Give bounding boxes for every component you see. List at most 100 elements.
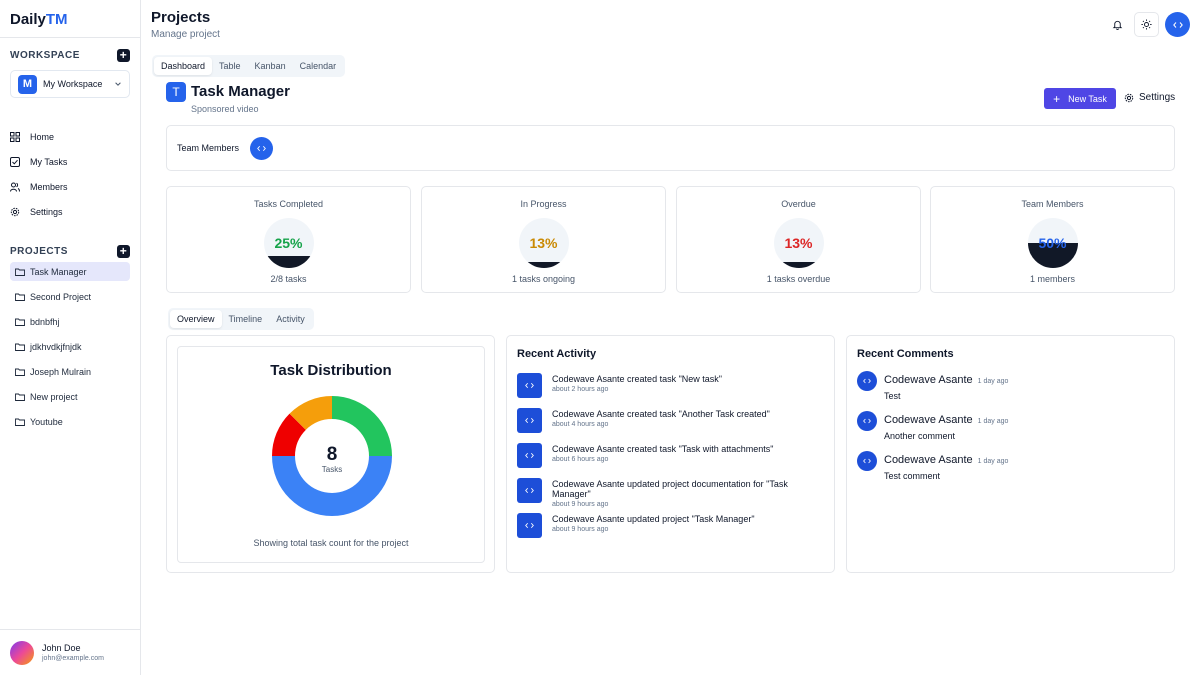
users-icon (10, 182, 20, 192)
stat-gauge: 13% (518, 218, 569, 268)
stat-title: In Progress (520, 199, 567, 209)
theme-toggle-button[interactable] (1134, 12, 1159, 37)
list-item[interactable]: Codewave Asante created task "New task" a… (517, 373, 824, 408)
stat-gauge-fill (773, 261, 824, 268)
workspace-heading: WORKSPACE (10, 50, 80, 61)
sun-icon (1141, 19, 1152, 30)
code-icon (525, 452, 534, 459)
code-icon (863, 458, 871, 464)
tab-overview[interactable]: Overview (170, 310, 222, 328)
sidebar-item-my-tasks[interactable]: My Tasks (0, 149, 140, 174)
avatar (517, 513, 542, 538)
tab-dashboard[interactable]: Dashboard (154, 57, 213, 75)
new-task-label: New Task (1068, 93, 1107, 104)
project-label: bdnbfhj (30, 316, 60, 327)
avatar (10, 640, 34, 665)
project-label: Youtube (30, 416, 63, 427)
comment-body: Test comment (884, 471, 941, 481)
sidebar-item-settings[interactable]: Settings (0, 199, 140, 224)
donut-slice-overdue (272, 413, 306, 456)
stat-card-completed: Tasks Completed 25% 2/8 tasks (166, 186, 411, 293)
project-label: New project (30, 391, 78, 402)
recent-activity-panel: Recent Activity Codewave Asante created … (506, 335, 835, 573)
page-subtitle: Manage project (151, 29, 220, 40)
list-item[interactable]: Codewave Asante created task "Task with … (517, 443, 824, 478)
tab-calendar[interactable]: Calendar (299, 61, 337, 71)
sidebar-project-item[interactable]: Task Manager (10, 262, 130, 281)
sidebar-project-item[interactable]: bdnbfhj (10, 312, 130, 331)
new-task-button[interactable]: + New Task (1044, 88, 1116, 109)
code-icon (525, 417, 534, 424)
recent-comments-title: Recent Comments (857, 348, 954, 360)
comment-list: Codewave Asante 1 day ago Test Codewave Asa… (847, 371, 1174, 491)
activity-time: about 6 hours ago (552, 456, 609, 463)
folder-icon (15, 268, 25, 276)
stat-gauge: 13% (773, 218, 824, 268)
sidebar-item-members[interactable]: Members (0, 174, 140, 199)
projects-heading: PROJECTS (10, 246, 68, 257)
workspace-selector[interactable]: M My Workspace (10, 70, 130, 98)
activity-time: about 9 hours ago (552, 501, 609, 508)
activity-text: Codewave Asante created task "Another Ta… (552, 409, 770, 419)
activity-time: about 4 hours ago (552, 421, 609, 428)
list-item[interactable]: Codewave Asante updated project "Task Ma… (517, 513, 824, 548)
comment-author: Codewave Asante (884, 374, 973, 386)
page-title: Projects (151, 9, 211, 26)
stat-value: 13% (529, 235, 558, 251)
notifications-button[interactable] (1105, 12, 1130, 37)
project-label: jdkhvdkjfnjdk (30, 341, 82, 352)
sidebar-project-item[interactable]: Joseph Mulrain (10, 362, 130, 381)
stat-title: Tasks Completed (253, 199, 324, 209)
project-settings-button[interactable]: Settings (1124, 92, 1175, 103)
sidebar-project-item[interactable]: Second Project (10, 287, 130, 306)
add-workspace-button[interactable]: + (117, 49, 130, 62)
workspace-badge: M (18, 74, 37, 94)
avatar (517, 443, 542, 468)
stat-card-team-members: Team Members 50% 1 members (930, 186, 1175, 293)
code-icon (525, 522, 534, 529)
list-item[interactable]: Codewave Asante created task "Another Ta… (517, 408, 824, 443)
avatar (517, 408, 542, 433)
bell-icon (1112, 20, 1123, 30)
brand-logo[interactable]: DailyTM (0, 0, 140, 38)
code-icon (525, 382, 534, 389)
list-item[interactable]: Codewave Asante updated project document… (517, 478, 824, 513)
activity-time: about 9 hours ago (552, 526, 609, 533)
code-icon (863, 418, 871, 424)
tab-table[interactable]: Table (219, 61, 241, 71)
comment-time: 1 day ago (977, 418, 1009, 425)
tab-activity[interactable]: Activity (276, 314, 305, 324)
avatar[interactable] (250, 136, 274, 160)
sidebar-nav: Home My Tasks Members Settings (0, 124, 140, 224)
sidebar-item-home[interactable]: Home (0, 124, 140, 149)
sidebar-project-item[interactable]: Youtube (10, 412, 130, 431)
code-icon (525, 487, 534, 494)
add-project-button[interactable]: + (117, 245, 130, 258)
gear-icon (1124, 93, 1134, 102)
stat-value: 13% (784, 235, 813, 251)
sidebar-project-item[interactable]: jdkhvdkjfnjdk (10, 337, 130, 356)
tab-timeline[interactable]: Timeline (228, 314, 263, 324)
sidebar-project-item[interactable]: New project (10, 387, 130, 406)
avatar[interactable] (1165, 12, 1190, 37)
list-item: Codewave Asante 1 day ago Test comment (857, 451, 1164, 491)
stat-value: 50% (1038, 235, 1067, 251)
avatar (517, 373, 542, 398)
activity-text: Codewave Asante updated project "Task Ma… (552, 514, 755, 524)
view-tabs: Dashboard Table Kanban Calendar (152, 55, 346, 77)
stat-gauge-fill (518, 261, 569, 268)
tab-kanban[interactable]: Kanban (254, 61, 286, 71)
folder-icon (15, 343, 25, 351)
user-profile[interactable]: John Doe john@example.com (0, 629, 141, 675)
avatar (517, 478, 542, 503)
brand-prefix: Daily (10, 11, 46, 28)
sidebar-item-label: Home (30, 131, 55, 142)
donut-slice-completed (332, 396, 392, 456)
activity-list: Codewave Asante created task "New task" a… (507, 373, 834, 548)
project-badge: T (166, 82, 186, 102)
distribution-caption: Showing total task count for the project (253, 538, 409, 548)
project-list: Task Manager Second Project bdnbfhj jdkh… (0, 262, 140, 431)
comment-body: Test (884, 391, 901, 401)
list-item: Codewave Asante 1 day ago Another comment (857, 411, 1164, 451)
stat-footer: 1 tasks ongoing (511, 274, 576, 284)
